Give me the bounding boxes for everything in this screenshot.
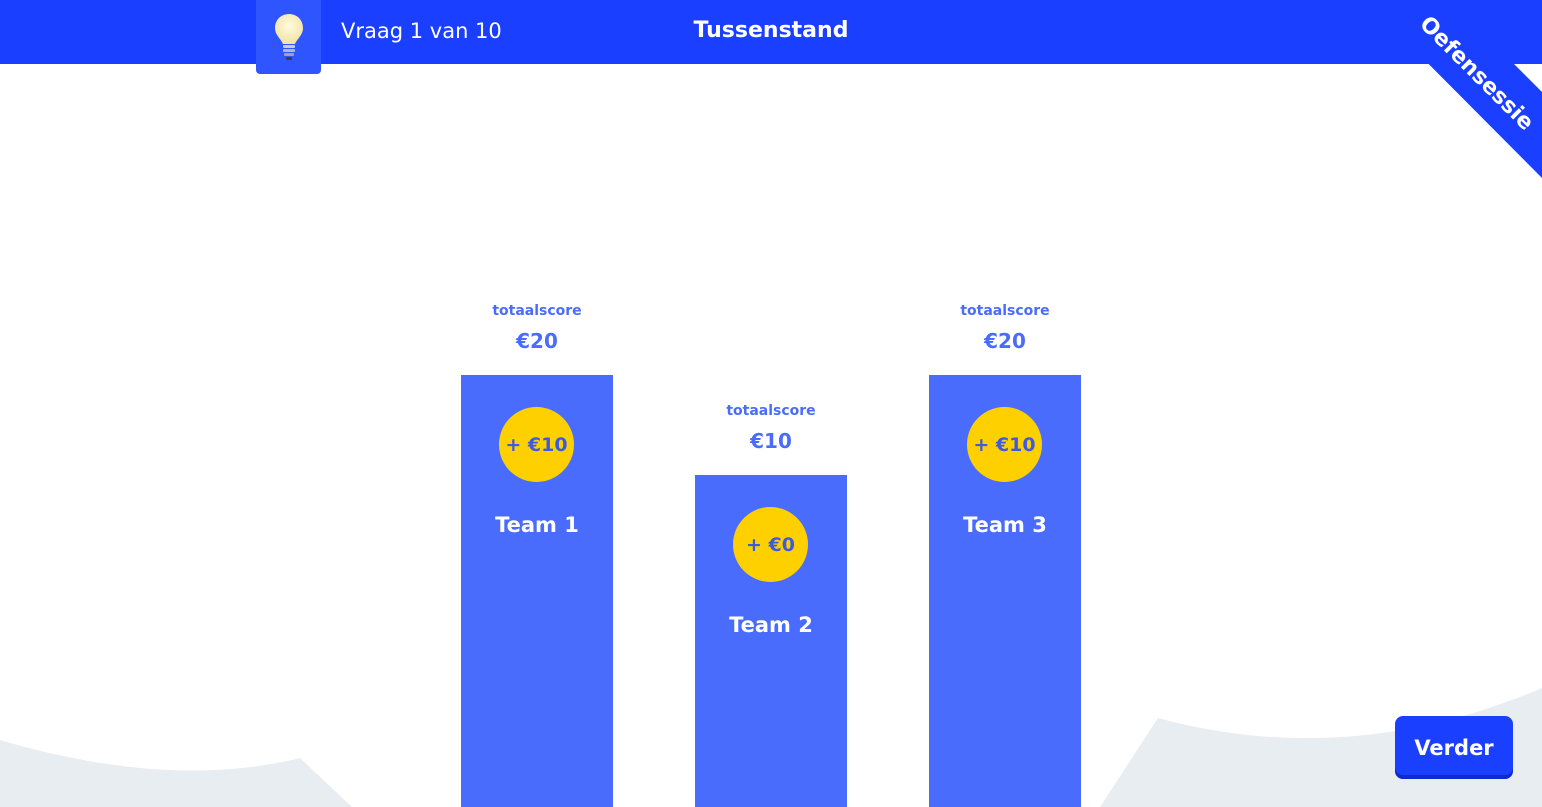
question-counter: Vraag 1 van 10 bbox=[341, 19, 502, 43]
round-score-coin: + €10 bbox=[499, 407, 574, 482]
total-score-caption: totaalscore bbox=[492, 303, 582, 319]
total-score-caption: totaalscore bbox=[726, 403, 816, 419]
continue-button[interactable]: Verder bbox=[1395, 716, 1513, 779]
team-name: Team 2 bbox=[729, 613, 813, 637]
team-3-total-score: totaalscore €20 bbox=[929, 302, 1081, 354]
team-1-podium: + €10 Team 1 bbox=[461, 375, 613, 807]
round-score-coin: + €10 bbox=[967, 407, 1042, 482]
hint-button[interactable] bbox=[256, 0, 321, 74]
total-score-caption: totaalscore bbox=[960, 303, 1050, 319]
total-score-value: €20 bbox=[516, 329, 558, 353]
top-bar: Vraag 1 van 10 Tussenstand bbox=[0, 0, 1542, 74]
round-score-coin: + €0 bbox=[733, 507, 808, 582]
team-name: Team 1 bbox=[495, 513, 579, 537]
lightbulb-icon bbox=[274, 14, 303, 60]
team-2-total-score: totaalscore €10 bbox=[695, 402, 847, 454]
page-title: Tussenstand bbox=[693, 18, 849, 43]
team-1-total-score: totaalscore €20 bbox=[461, 302, 613, 354]
team-2-podium: + €0 Team 2 bbox=[695, 475, 847, 807]
total-score-value: €20 bbox=[984, 329, 1026, 353]
total-score-value: €10 bbox=[750, 429, 792, 453]
team-name: Team 3 bbox=[963, 513, 1047, 537]
team-3-podium: + €10 Team 3 bbox=[929, 375, 1081, 807]
